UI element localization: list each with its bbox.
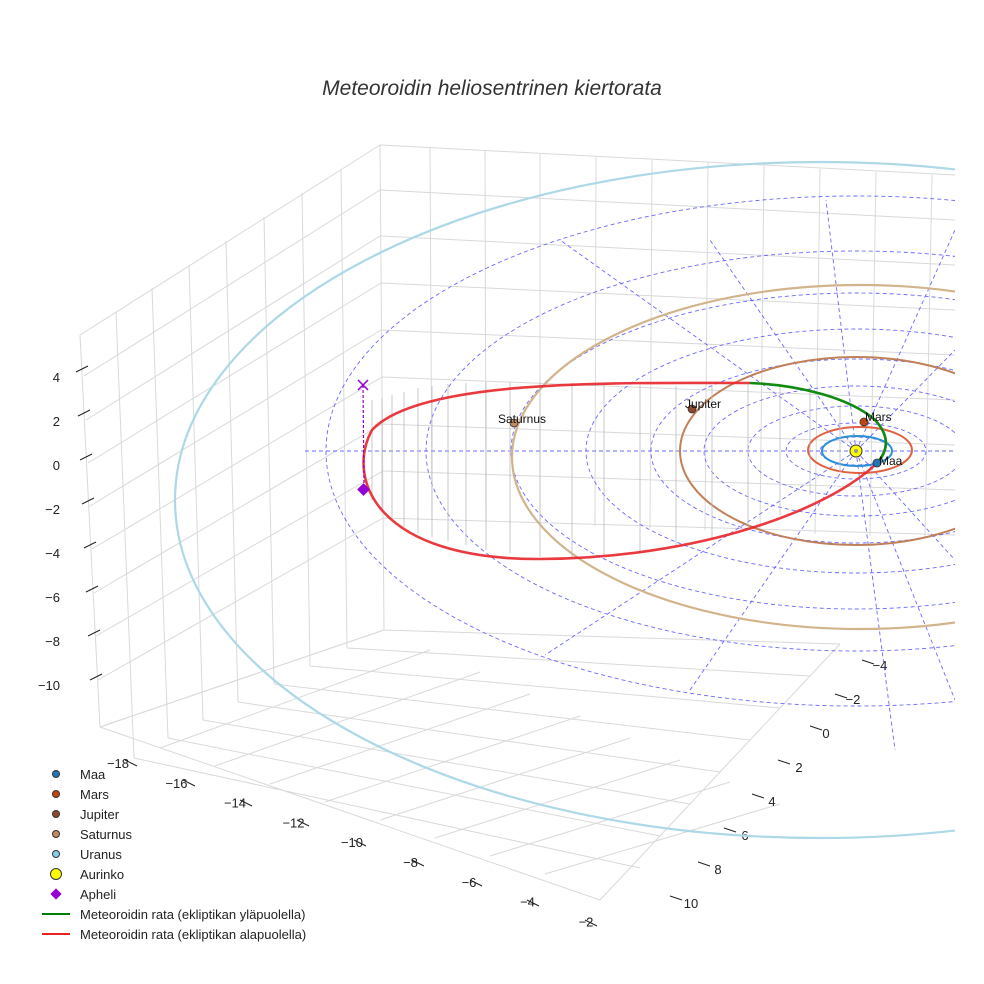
legend-label: Meteoroidin rata (ekliptikan yläpuolella…: [80, 906, 306, 922]
y-tick-label: 2: [795, 760, 802, 775]
z-tick-label: −4: [45, 546, 60, 561]
legend-item: Apheli: [40, 884, 306, 904]
z-tick-label: −10: [38, 678, 60, 693]
x-tick-label: −12: [282, 815, 304, 830]
z-tick-label: −2: [45, 502, 60, 517]
z-tick-label: 2: [53, 414, 60, 429]
z-tick-label: 0: [53, 458, 60, 473]
y-tick-label: −4: [873, 658, 888, 673]
earth-label: Maa: [879, 454, 903, 468]
x-tick-label: −4: [520, 895, 535, 910]
jupiter-orbit: [679, 356, 955, 546]
orbit-drop-lines: [371, 382, 841, 557]
legend-diamond-icon: [50, 888, 62, 900]
uranus-orbit: [174, 161, 955, 839]
saturn-orbit: [511, 283, 955, 631]
legend-label: Apheli: [80, 886, 117, 902]
legend-item: Aurinko: [40, 864, 306, 884]
x-axis-tick-labels: −18 −16 −14 −12 −10 −8 −6 −4 −2: [107, 756, 593, 929]
z-axis-tick-labels: 4 2 0 −2 −4 −6 −8 −10: [38, 370, 60, 693]
legend-dot-icon: [52, 850, 60, 858]
earth-marker: [872, 458, 882, 468]
legend-dot-icon: [52, 810, 60, 818]
saturn-label: Saturnus: [498, 412, 546, 426]
legend-dot-icon: [50, 868, 62, 880]
mars-marker: [859, 417, 869, 427]
legend-item: Meteoroidin rata (ekliptikan yläpuolella…: [40, 904, 306, 924]
legend-dot-icon: [52, 830, 60, 838]
legend-item: Mars: [40, 784, 306, 804]
legend-label: Meteoroidin rata (ekliptikan alapuolella…: [80, 926, 307, 942]
sun-core: [854, 449, 858, 453]
aphelion-cross-icon: [357, 379, 369, 391]
legend-line-icon: [42, 933, 70, 935]
legend-item: Uranus: [40, 844, 306, 864]
x-tick-label: −10: [341, 835, 363, 850]
y-tick-label: 0: [822, 726, 829, 741]
legend-item: Saturnus: [40, 824, 306, 844]
meteoroid-orbit-below: [362, 381, 879, 561]
x-tick-label: −16: [165, 776, 187, 791]
legend-line-icon: [42, 913, 70, 915]
jupiter-label: Jupiter: [685, 397, 721, 411]
aphelion-diamond-icon: [357, 483, 370, 496]
legend-dot-icon: [52, 770, 60, 778]
mars-orbit: [807, 426, 913, 474]
legend-dot-icon: [52, 790, 60, 798]
jupiter-marker: [687, 404, 697, 414]
y-tick-label: 10: [684, 896, 698, 911]
legend-label: Saturnus: [80, 826, 133, 842]
legend-label: Mars: [80, 786, 109, 802]
y-tick-label: 4: [768, 794, 775, 809]
axis-ticks: [75, 365, 875, 927]
legend-label: Jupiter: [80, 806, 120, 822]
z-tick-label: 4: [53, 370, 60, 385]
aphelion-height-line: [362, 384, 365, 491]
x-tick-label: −2: [579, 914, 594, 929]
legend: Maa Mars Jupiter Saturnus Uranus Aurinko Aphel…: [40, 764, 306, 944]
legend-label: Maa: [80, 766, 106, 782]
legend-label: Aurinko: [80, 866, 125, 882]
y-tick-label: −2: [846, 692, 861, 707]
legend-item: Jupiter: [40, 804, 306, 824]
z-tick-label: −6: [45, 590, 60, 605]
x-tick-label: −6: [462, 875, 477, 890]
legend-item: Meteoroidin rata (ekliptikan alapuolella…: [40, 924, 306, 944]
saturn-marker: [509, 418, 519, 428]
x-tick-label: −18: [107, 756, 129, 771]
legend-item: Maa: [40, 764, 306, 784]
chart-title: Meteoroidin heliosentrinen kiertorata: [322, 77, 662, 100]
legend-label: Uranus: [80, 846, 122, 862]
y-tick-label: 8: [714, 862, 721, 877]
x-tick-label: −8: [403, 855, 418, 870]
z-tick-label: −8: [45, 634, 60, 649]
mars-label: Mars: [865, 410, 892, 424]
earth-orbit: [821, 435, 893, 467]
x-tick-label: −14: [224, 796, 246, 811]
meteoroid-orbit-above: [749, 381, 888, 463]
pane-grid: [79, 144, 956, 901]
